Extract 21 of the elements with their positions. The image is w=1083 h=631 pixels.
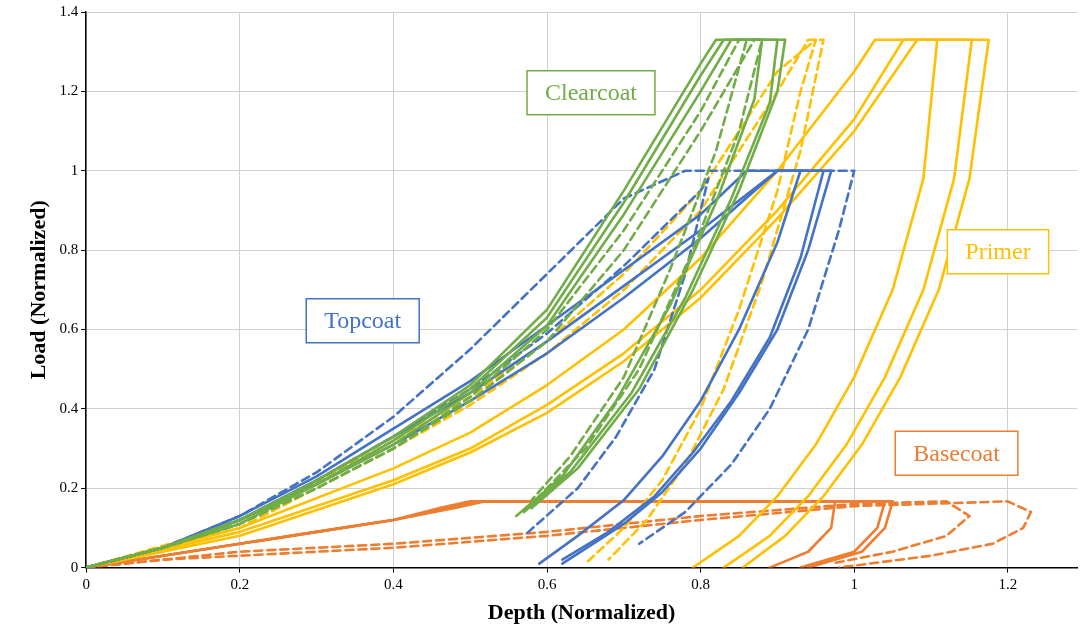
x-tick-label: 0.2 — [230, 575, 250, 592]
text: Primer — [965, 238, 1031, 265]
y-tick-label: 0.4 — [59, 399, 79, 416]
y-tick-label: 0.6 — [59, 320, 79, 337]
y-tick-label: 1.4 — [59, 2, 79, 19]
y-tick-label: 0 — [70, 558, 79, 575]
x-tick-label: 0.8 — [691, 575, 711, 592]
x-tick-label: 0.4 — [384, 575, 404, 592]
text: Topcoat — [324, 307, 402, 334]
y-axis-title: Load (Normalized) — [24, 200, 50, 380]
y-tick-label: 0.2 — [59, 479, 79, 496]
x-axis-title: Depth (Normalized) — [487, 599, 676, 625]
x-tick-label: 1 — [850, 575, 858, 592]
y-tick-label: 1.2 — [59, 82, 79, 99]
x-tick-label: 1.2 — [998, 575, 1018, 592]
y-tick-label: 1 — [70, 161, 79, 178]
y-tick-label: 0.8 — [59, 241, 79, 258]
series-label: Clearcoat — [545, 79, 638, 106]
x-tick-label: 0.6 — [537, 575, 557, 592]
text: Basecoat — [913, 439, 1001, 466]
x-tick-label: 0 — [82, 575, 90, 592]
